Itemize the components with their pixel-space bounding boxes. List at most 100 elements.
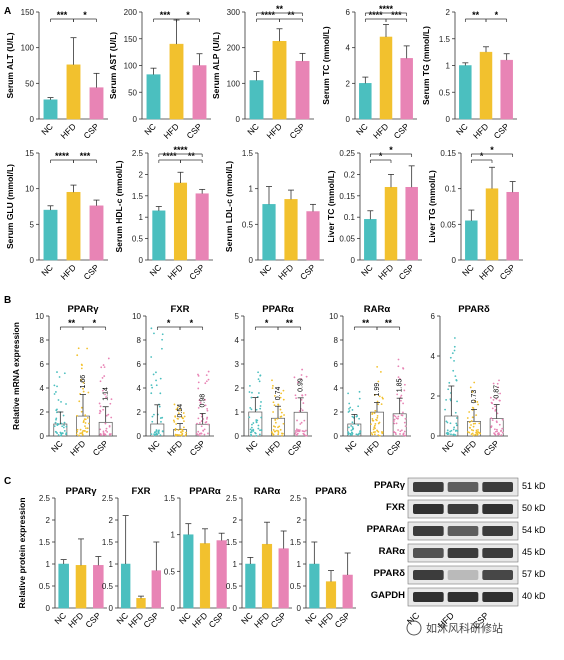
panel-label-c: C	[4, 476, 11, 487]
data-point	[377, 403, 380, 406]
data-point	[204, 404, 207, 407]
y-tick-label: 2	[334, 408, 339, 417]
bar-CSP	[342, 574, 353, 609]
data-point	[104, 422, 107, 425]
value-label: 0.87	[494, 385, 501, 399]
blot-band	[413, 482, 444, 492]
data-point	[57, 434, 60, 436]
data-point	[161, 347, 163, 350]
data-point	[185, 431, 187, 434]
data-point	[204, 382, 207, 385]
data-point	[82, 381, 85, 384]
y-tick-label: 0.15	[339, 192, 355, 201]
blot-row: GAPDH 40 kD	[371, 587, 546, 607]
blot-row: PPARAα 54 kD	[367, 521, 546, 541]
data-point	[455, 424, 458, 427]
data-point	[259, 374, 262, 377]
bar-CSP	[216, 540, 227, 609]
data-point	[446, 421, 449, 424]
data-point	[453, 337, 456, 339]
data-point	[174, 429, 177, 432]
y-tick-label: 15	[25, 149, 34, 158]
y-axis-label: Liver TC (mmol/L)	[326, 170, 336, 242]
sig-stars: ***	[80, 151, 91, 161]
data-point	[56, 385, 58, 388]
y-tick-label: 0	[431, 432, 436, 441]
category-label: NC	[142, 121, 158, 137]
data-point	[181, 428, 184, 431]
data-point	[491, 407, 494, 410]
category-label: HFD	[165, 262, 184, 281]
data-point	[474, 422, 477, 425]
category-label: NC	[245, 121, 261, 137]
data-point	[76, 430, 79, 433]
data-point	[102, 430, 105, 433]
data-point	[197, 417, 200, 420]
wechat-icon	[406, 620, 422, 636]
data-point	[61, 432, 64, 435]
data-point	[250, 434, 253, 437]
data-point	[61, 425, 64, 428]
data-point	[56, 432, 58, 434]
data-point	[105, 414, 108, 417]
chart-title: PPARδ	[458, 304, 490, 315]
data-point	[272, 429, 275, 431]
data-point	[278, 425, 281, 428]
data-point	[272, 401, 275, 404]
bar-NC	[459, 65, 472, 120]
data-point	[374, 427, 376, 430]
data-point	[55, 391, 57, 393]
data-point	[151, 420, 154, 423]
data-point	[80, 363, 83, 366]
bar-CSP	[278, 548, 289, 609]
panel-label-a: A	[4, 6, 11, 17]
data-point	[206, 407, 209, 410]
data-point	[370, 423, 372, 425]
data-point	[347, 426, 350, 429]
data-point	[79, 432, 82, 435]
bar-NC	[146, 74, 161, 120]
data-point	[182, 412, 185, 414]
bar-NC	[245, 563, 256, 609]
sig-stars: ***	[160, 10, 171, 20]
data-point	[252, 430, 255, 432]
data-point	[196, 422, 198, 425]
bar-NC	[309, 563, 320, 609]
sig-stars: ***	[57, 10, 68, 20]
data-point	[396, 417, 399, 420]
data-point	[352, 427, 354, 430]
data-point	[99, 433, 102, 436]
y-tick-label: 2	[139, 170, 144, 179]
bar-HFD	[325, 581, 337, 609]
data-point	[258, 392, 260, 394]
data-point	[450, 429, 453, 432]
bar-NC	[249, 80, 264, 120]
data-point	[207, 370, 210, 373]
y-tick-label: 2	[446, 8, 451, 17]
data-point	[101, 389, 104, 392]
data-point	[161, 333, 164, 336]
category-label: CSP	[83, 610, 103, 630]
sig-stars: ***	[391, 10, 402, 20]
data-point	[399, 396, 402, 399]
y-tick-label: 6	[334, 360, 339, 369]
y-tick-label: 4	[40, 384, 45, 393]
data-point	[250, 396, 253, 399]
blot-row: FXR 50 kD	[386, 499, 546, 519]
data-point	[272, 411, 275, 413]
data-point	[54, 430, 57, 433]
y-tick-label: 0.15	[440, 149, 456, 158]
chart-title: PPARγ	[68, 304, 100, 315]
data-point	[455, 429, 458, 432]
data-point	[500, 429, 503, 432]
data-point	[65, 403, 67, 405]
y-tick-label: 200	[227, 44, 241, 53]
y-tick-label: 4	[346, 44, 351, 53]
data-point	[453, 426, 456, 429]
data-point	[378, 395, 381, 398]
data-point	[203, 428, 206, 431]
